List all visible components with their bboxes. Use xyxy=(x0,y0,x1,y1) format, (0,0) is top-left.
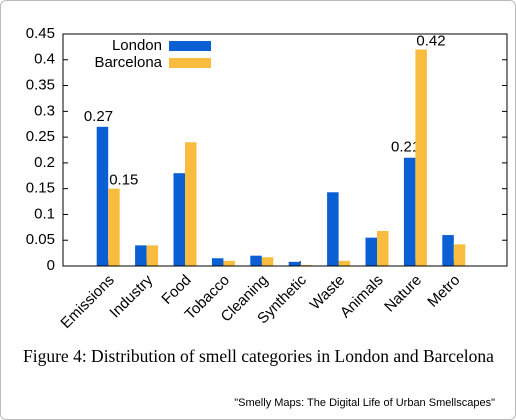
y-tick-label: 0.1 xyxy=(34,205,55,222)
data-label: 0.42 xyxy=(416,32,445,49)
y-tick-label: 0.25 xyxy=(26,128,55,145)
bar xyxy=(403,157,416,266)
legend-swatch xyxy=(169,41,211,51)
bar xyxy=(96,126,109,266)
y-tick-label: 0.2 xyxy=(34,154,55,171)
legend-label: Barcelona xyxy=(94,54,162,71)
y-tick-label: 0.3 xyxy=(34,102,55,119)
bar xyxy=(288,261,301,266)
legend-swatch xyxy=(169,58,211,68)
data-label: 0.21 xyxy=(391,139,420,156)
bar xyxy=(185,142,197,266)
bar xyxy=(365,237,377,266)
bar xyxy=(173,173,185,266)
bar xyxy=(223,260,235,266)
caption: Figure 4: Distribution of smell categori… xyxy=(23,346,494,366)
x-tick-label: Industry xyxy=(106,271,156,321)
bar xyxy=(300,264,312,266)
y-tick-label: 0.05 xyxy=(26,231,55,248)
x-tick-label: Emissions xyxy=(57,272,117,332)
bar xyxy=(146,245,159,266)
data-label: 0.15 xyxy=(109,172,138,189)
source: "Smelly Maps: The Digital Life of Urban … xyxy=(234,397,495,409)
y-tick-label: 0.15 xyxy=(26,180,55,197)
bar xyxy=(415,49,427,266)
bar xyxy=(108,188,120,266)
data-label: 0.27 xyxy=(84,108,113,125)
y-tick-label: 0 xyxy=(47,257,55,274)
plot-frame xyxy=(62,33,508,267)
y-tick-label: 0.35 xyxy=(26,77,55,94)
y-tick-label: 0.4 xyxy=(34,51,55,68)
legend-label: London xyxy=(112,37,162,54)
bar xyxy=(211,258,224,266)
x-tick-label: Metro xyxy=(424,272,463,311)
bar xyxy=(261,257,274,266)
bar xyxy=(250,255,262,266)
bar xyxy=(327,192,339,266)
bar xyxy=(377,230,389,266)
bar xyxy=(442,235,454,266)
bar xyxy=(338,260,351,266)
bar xyxy=(135,245,147,266)
x-tick-label: Animals xyxy=(337,272,387,322)
bar xyxy=(453,244,466,266)
y-tick-label: 0.45 xyxy=(26,25,55,42)
x-tick-label: Nature xyxy=(381,272,425,316)
